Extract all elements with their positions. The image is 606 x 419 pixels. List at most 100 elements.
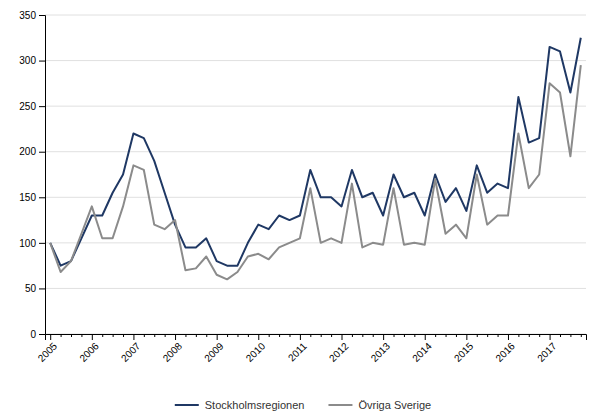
legend-swatch: [175, 404, 199, 406]
x-tick: [529, 334, 530, 337]
x-tick: [414, 334, 415, 337]
x-tick-mark: [258, 334, 259, 340]
x-tick-mark: [50, 334, 51, 340]
x-tick: 2013: [369, 334, 393, 364]
x-tick-mark: [165, 334, 166, 337]
x-tick-mark: [144, 334, 145, 337]
x-tick-label: 2008: [161, 340, 185, 364]
x-tick: 2011: [286, 334, 309, 363]
x-tick-mark: [269, 334, 270, 337]
x-tick-mark: [154, 334, 155, 337]
x-tick-mark: [206, 334, 207, 337]
x-tick: [581, 334, 582, 337]
x-tick-label: 2017: [535, 340, 559, 364]
x-tick-mark: [550, 334, 551, 340]
x-tick: 2012: [327, 334, 351, 364]
grid-line: [45, 60, 586, 61]
y-tick-mark: [39, 61, 45, 62]
x-tick-mark: [394, 334, 395, 337]
x-tick-label: 2005: [36, 340, 60, 364]
x-tick-mark: [92, 334, 93, 340]
x-tick: [113, 334, 114, 337]
y-tick: 0: [30, 329, 45, 340]
x-tick-mark: [61, 334, 62, 337]
x-tick: [310, 334, 311, 337]
x-tick-mark: [487, 334, 488, 337]
x-tick-mark: [102, 334, 103, 337]
x-tick: [71, 334, 72, 337]
y-tick: 300: [19, 55, 45, 66]
x-tick: [248, 334, 249, 337]
legend-item: Övriga Sverige: [328, 399, 431, 411]
x-tick-mark: [196, 334, 197, 337]
x-tick: [560, 334, 561, 337]
x-tick: [123, 334, 124, 337]
x-tick: [102, 334, 103, 337]
x-tick-mark: [456, 334, 457, 337]
x-tick-label: 2010: [244, 340, 268, 364]
y-tick-mark: [39, 288, 45, 289]
x-tick-mark: [518, 334, 519, 337]
y-tick: 150: [19, 192, 45, 203]
y-tick-mark: [39, 334, 45, 335]
grid-line: [45, 288, 586, 289]
x-tick-mark: [113, 334, 114, 337]
y-tick: 250: [19, 101, 45, 112]
y-tick-label: 200: [19, 146, 36, 157]
x-tick: [570, 334, 571, 337]
x-tick: [279, 334, 280, 337]
x-tick: [498, 334, 499, 337]
x-tick-mark: [237, 334, 238, 337]
x-tick-mark: [414, 334, 415, 337]
x-tick: 2008: [161, 334, 185, 364]
x-tick-label: 2007: [119, 340, 143, 364]
x-tick-mark: [342, 334, 343, 340]
legend: Stockholmsregionen Övriga Sverige: [175, 399, 431, 411]
series-line: [50, 38, 581, 266]
x-tick: [446, 334, 447, 337]
grid: [45, 15, 586, 334]
series-line: [50, 65, 581, 279]
x-tick: [237, 334, 238, 337]
x-tick: 2017: [535, 334, 559, 364]
legend-swatch: [328, 404, 352, 406]
x-tick: 2016: [493, 334, 517, 364]
x-tick: 2009: [202, 334, 226, 364]
plot: 0501001502002503003502005200620072008200…: [19, 10, 586, 364]
x-tick-mark: [446, 334, 447, 337]
x-tick: [165, 334, 166, 337]
x-tick: [269, 334, 270, 337]
y-tick: 200: [19, 146, 45, 157]
y-axis: 050100150200250300350: [19, 10, 45, 340]
x-tick-mark: [248, 334, 249, 337]
chart: 0501001502002503003502005200620072008200…: [0, 0, 606, 419]
x-tick-label: 2011: [286, 340, 309, 363]
x-tick-mark: [581, 334, 582, 337]
x-tick-mark: [466, 334, 467, 340]
grid-line: [45, 242, 586, 243]
x-tick-label: 2006: [77, 340, 101, 364]
x-tick: [477, 334, 478, 337]
y-tick: 50: [25, 283, 45, 294]
x-tick-mark: [529, 334, 530, 337]
x-tick-mark: [560, 334, 561, 337]
legend-label: Stockholmsregionen: [205, 399, 305, 411]
x-tick: [196, 334, 197, 337]
x-tick: [487, 334, 488, 337]
x-tick-mark: [373, 334, 374, 337]
x-tick-mark: [279, 334, 280, 337]
y-tick-label: 300: [19, 55, 36, 66]
y-tick-mark: [39, 106, 45, 107]
x-tick: 2005: [36, 334, 60, 364]
y-tick-mark: [39, 152, 45, 153]
x-tick: 2015: [452, 334, 476, 364]
x-tick-mark: [300, 334, 301, 340]
x-tick-mark: [477, 334, 478, 337]
x-tick-mark: [310, 334, 311, 337]
x-tick-mark: [570, 334, 571, 337]
x-tick-mark: [71, 334, 72, 337]
y-tick-label: 50: [25, 283, 37, 294]
y-axis-line: [39, 16, 46, 335]
x-tick-mark: [321, 334, 322, 337]
x-tick-mark: [362, 334, 363, 337]
